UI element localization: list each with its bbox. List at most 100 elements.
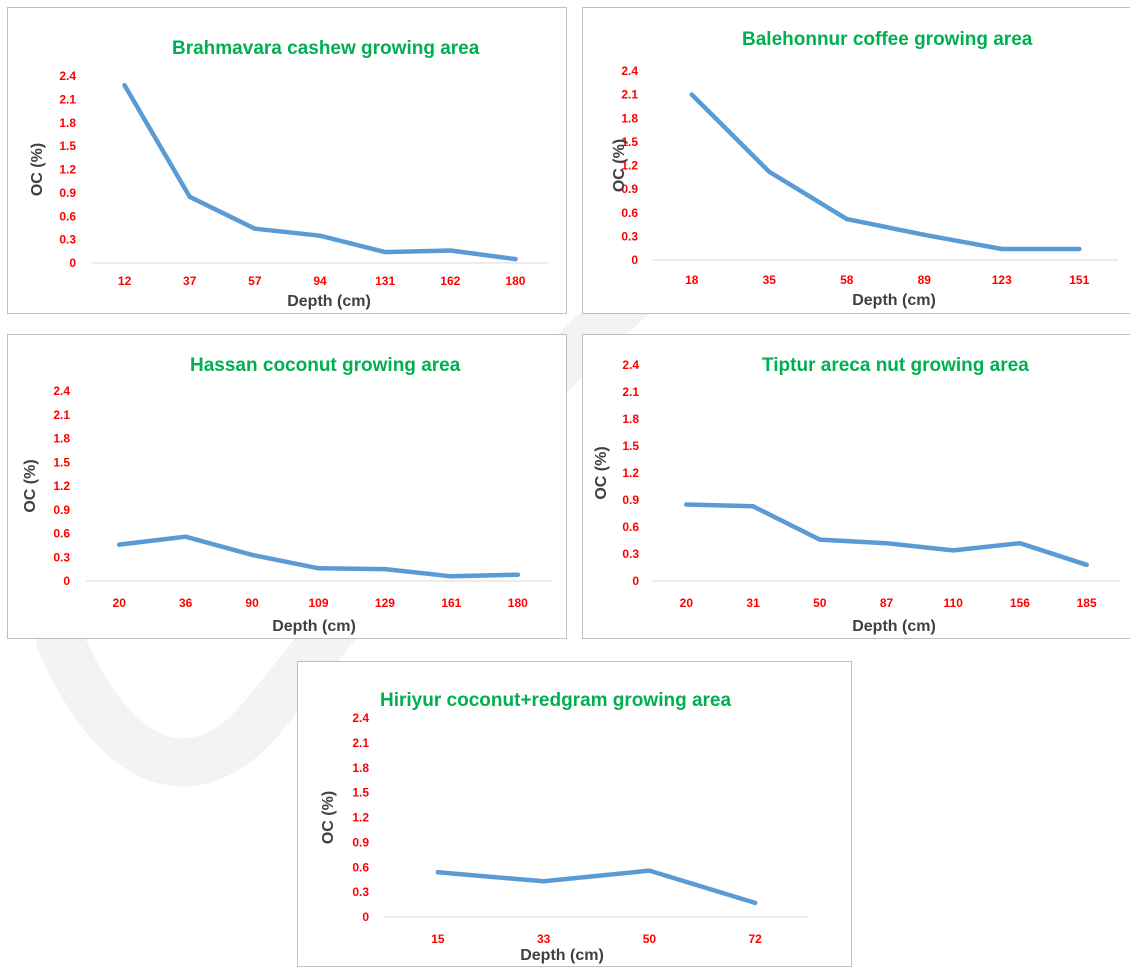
line-chart-tiptur: Tiptur areca nut growing area 0 0.3 0.6 0.9 1… [593,355,1120,635]
x-tick-label: 15 [431,932,445,946]
x-tick-label: 87 [880,596,894,610]
y-tick-label: 2.1 [352,736,369,750]
y-tick-label: 2.1 [59,92,76,106]
data-point [752,900,758,906]
data-point [249,552,255,558]
y-tick-label: 0.3 [622,547,639,561]
x-tick-label: 90 [245,596,259,610]
y-tick-label: 2.4 [621,64,638,78]
x-tick-label: 185 [1077,596,1097,610]
y-axis-title: OC (%) [593,446,610,499]
y-tick-label: 2.1 [622,385,639,399]
x-axis-title: Depth (cm) [287,293,371,310]
y-tick-label: 0.6 [621,206,638,220]
y-tick-label: 1.2 [59,163,76,177]
y-tick-label: 1.8 [352,761,369,775]
chart-title: Balehonnur coffee growing area [742,29,1033,50]
x-tick-label: 57 [248,274,262,288]
data-point [1077,246,1082,252]
x-tick-label: 50 [643,932,657,946]
y-tick-label: 1.2 [621,159,638,173]
series-line [122,83,518,262]
x-tick-label: 123 [992,273,1012,287]
x-tick-label: 180 [508,596,528,610]
y-tick-label: 1.8 [59,116,76,130]
chart-panel-hassan: Hassan coconut growing area 0 0.3 0.6 0.9 1.2… [7,334,567,639]
x-tick-label: 31 [746,596,760,610]
y-tick-label: 0 [631,253,638,267]
y-tick-label: 1.2 [622,466,639,480]
y-tick-label: 0 [69,256,76,270]
x-tick-label: 129 [375,596,395,610]
x-tick-label: 50 [813,596,827,610]
data-point [684,502,689,507]
y-tick-label: 0 [362,910,369,924]
x-tick-label: 33 [537,932,551,946]
y-tick-label: 0.6 [622,520,639,534]
series-line [684,502,1089,568]
y-tick-label: 0.3 [59,233,76,247]
data-point [1017,541,1023,546]
x-tick-label: 35 [763,273,777,287]
x-tick-label: 151 [1069,273,1089,287]
x-tick-label: 36 [179,596,193,610]
line-chart-balehonnur: Balehonnur coffee growing area 0 0.3 0.6 0.9… [611,29,1118,309]
y-tick-label: 1.5 [53,455,70,469]
x-axis-title: Depth (cm) [520,947,604,964]
y-tick-label: 0.3 [352,885,369,899]
x-tick-label: 109 [308,596,328,610]
y-tick-label: 1.5 [352,786,369,800]
data-point [316,566,321,571]
y-tick-label: 1.5 [621,135,638,149]
data-point [689,92,694,97]
y-tick-label: 1.8 [621,111,638,125]
data-point [884,541,889,546]
data-point [541,879,546,884]
y-tick-label: 2.1 [53,408,70,422]
y-tick-label: 0.3 [621,229,638,243]
data-point [449,574,454,579]
y-tick-label: 0 [632,574,639,588]
x-tick-label: 110 [944,596,964,610]
chart-title: Hassan coconut growing area [190,355,461,376]
data-point [844,216,849,222]
chart-title: Hiriyur coconut+redgram growing area [380,690,731,711]
y-tick-label: 0.9 [59,186,76,200]
y-tick-label: 2.4 [53,384,70,398]
data-point [382,249,388,255]
chart-panel-hiriyur: Hiriyur coconut+redgram growing area 0 0.3… [297,661,852,967]
y-tick-label: 2.4 [622,358,639,372]
y-tick-label: 0.6 [352,860,369,874]
y-tick-label: 0.9 [352,835,369,849]
data-point [448,248,453,253]
x-tick-label: 156 [1010,596,1030,610]
x-tick-label: 12 [118,274,132,288]
y-tick-label: 0.3 [53,550,70,564]
x-axis-title: Depth (cm) [852,618,936,635]
data-point [317,233,323,238]
line-chart-hiriyur: Hiriyur coconut+redgram growing area 0 0.3… [320,690,808,964]
data-point [515,572,520,577]
x-tick-label: 89 [918,273,932,287]
y-tick-label: 0 [63,574,70,588]
x-tick-label: 94 [313,274,327,288]
data-point [767,169,772,174]
data-point [183,534,188,539]
line-chart-brahmavara: Brahmavara cashew growing area 0 0.3 0.6 0.9… [29,38,548,310]
x-tick-label: 58 [840,273,854,287]
data-point [122,83,127,88]
data-point [117,542,122,547]
x-tick-label: 162 [440,274,460,288]
data-point [922,232,927,237]
y-axis-title: OC (%) [611,139,628,192]
x-tick-label: 180 [505,274,525,288]
data-point [252,226,258,231]
y-tick-label: 2.4 [59,69,76,83]
y-tick-label: 1.2 [352,811,369,825]
y-axis-title: OC (%) [29,143,46,196]
y-tick-label: 0.9 [622,493,639,507]
data-point [382,566,388,572]
y-tick-label: 2.4 [352,711,369,725]
data-point [817,537,822,542]
data-point [750,504,756,509]
